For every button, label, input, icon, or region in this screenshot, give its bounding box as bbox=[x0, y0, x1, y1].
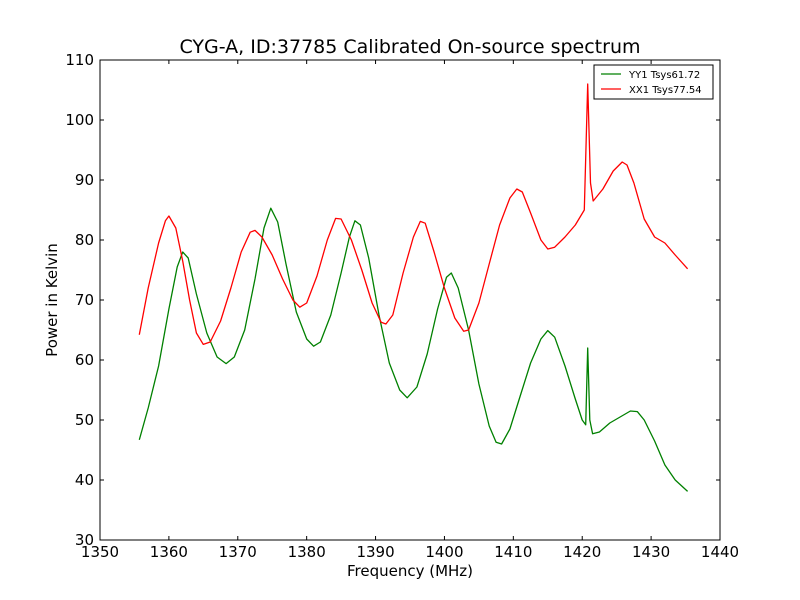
y-tick-label: 110 bbox=[65, 51, 94, 69]
y-tick-label: 80 bbox=[75, 231, 94, 249]
y-tick-label: 90 bbox=[75, 171, 94, 189]
chart-title: CYG-A, ID:37785 Calibrated On-source spe… bbox=[179, 36, 640, 58]
plot-frame bbox=[99, 59, 721, 541]
y-tick-label: 30 bbox=[75, 531, 94, 549]
x-tick-label: 1380 bbox=[288, 543, 326, 561]
x-tick-label: 1420 bbox=[563, 543, 601, 561]
x-axis-label: Frequency (MHz) bbox=[347, 562, 473, 580]
legend-label-1: YY1 Tsys61.72 bbox=[628, 70, 700, 81]
series-line-2 bbox=[138, 83, 689, 346]
x-tick-label: 1370 bbox=[219, 543, 257, 561]
y-tick-label: 50 bbox=[75, 411, 94, 429]
y-tick-label: 40 bbox=[75, 471, 94, 489]
y-axis-label: Power in Kelvin bbox=[43, 243, 61, 357]
x-tick-label: 1360 bbox=[150, 543, 188, 561]
x-tick-label: 1430 bbox=[632, 543, 670, 561]
x-tick-label: 1440 bbox=[701, 543, 739, 561]
legend-label-2: XX1 Tsys77.54 bbox=[629, 85, 702, 96]
plot-area: 1350 1360 1370 1380 1390 1400 1410 1420 1430 1440… bbox=[65, 51, 739, 561]
x-tick-label: 1400 bbox=[425, 543, 463, 561]
y-tick-label: 100 bbox=[65, 111, 94, 129]
x-tick-label: 1410 bbox=[494, 543, 532, 561]
y-tick-label: 60 bbox=[75, 351, 94, 369]
series-line-1 bbox=[138, 207, 689, 492]
x-tick-label: 1350 bbox=[81, 543, 119, 561]
x-tick-label: 1390 bbox=[356, 543, 394, 561]
y-tick-label: 70 bbox=[75, 291, 94, 309]
legend-box bbox=[593, 64, 714, 100]
